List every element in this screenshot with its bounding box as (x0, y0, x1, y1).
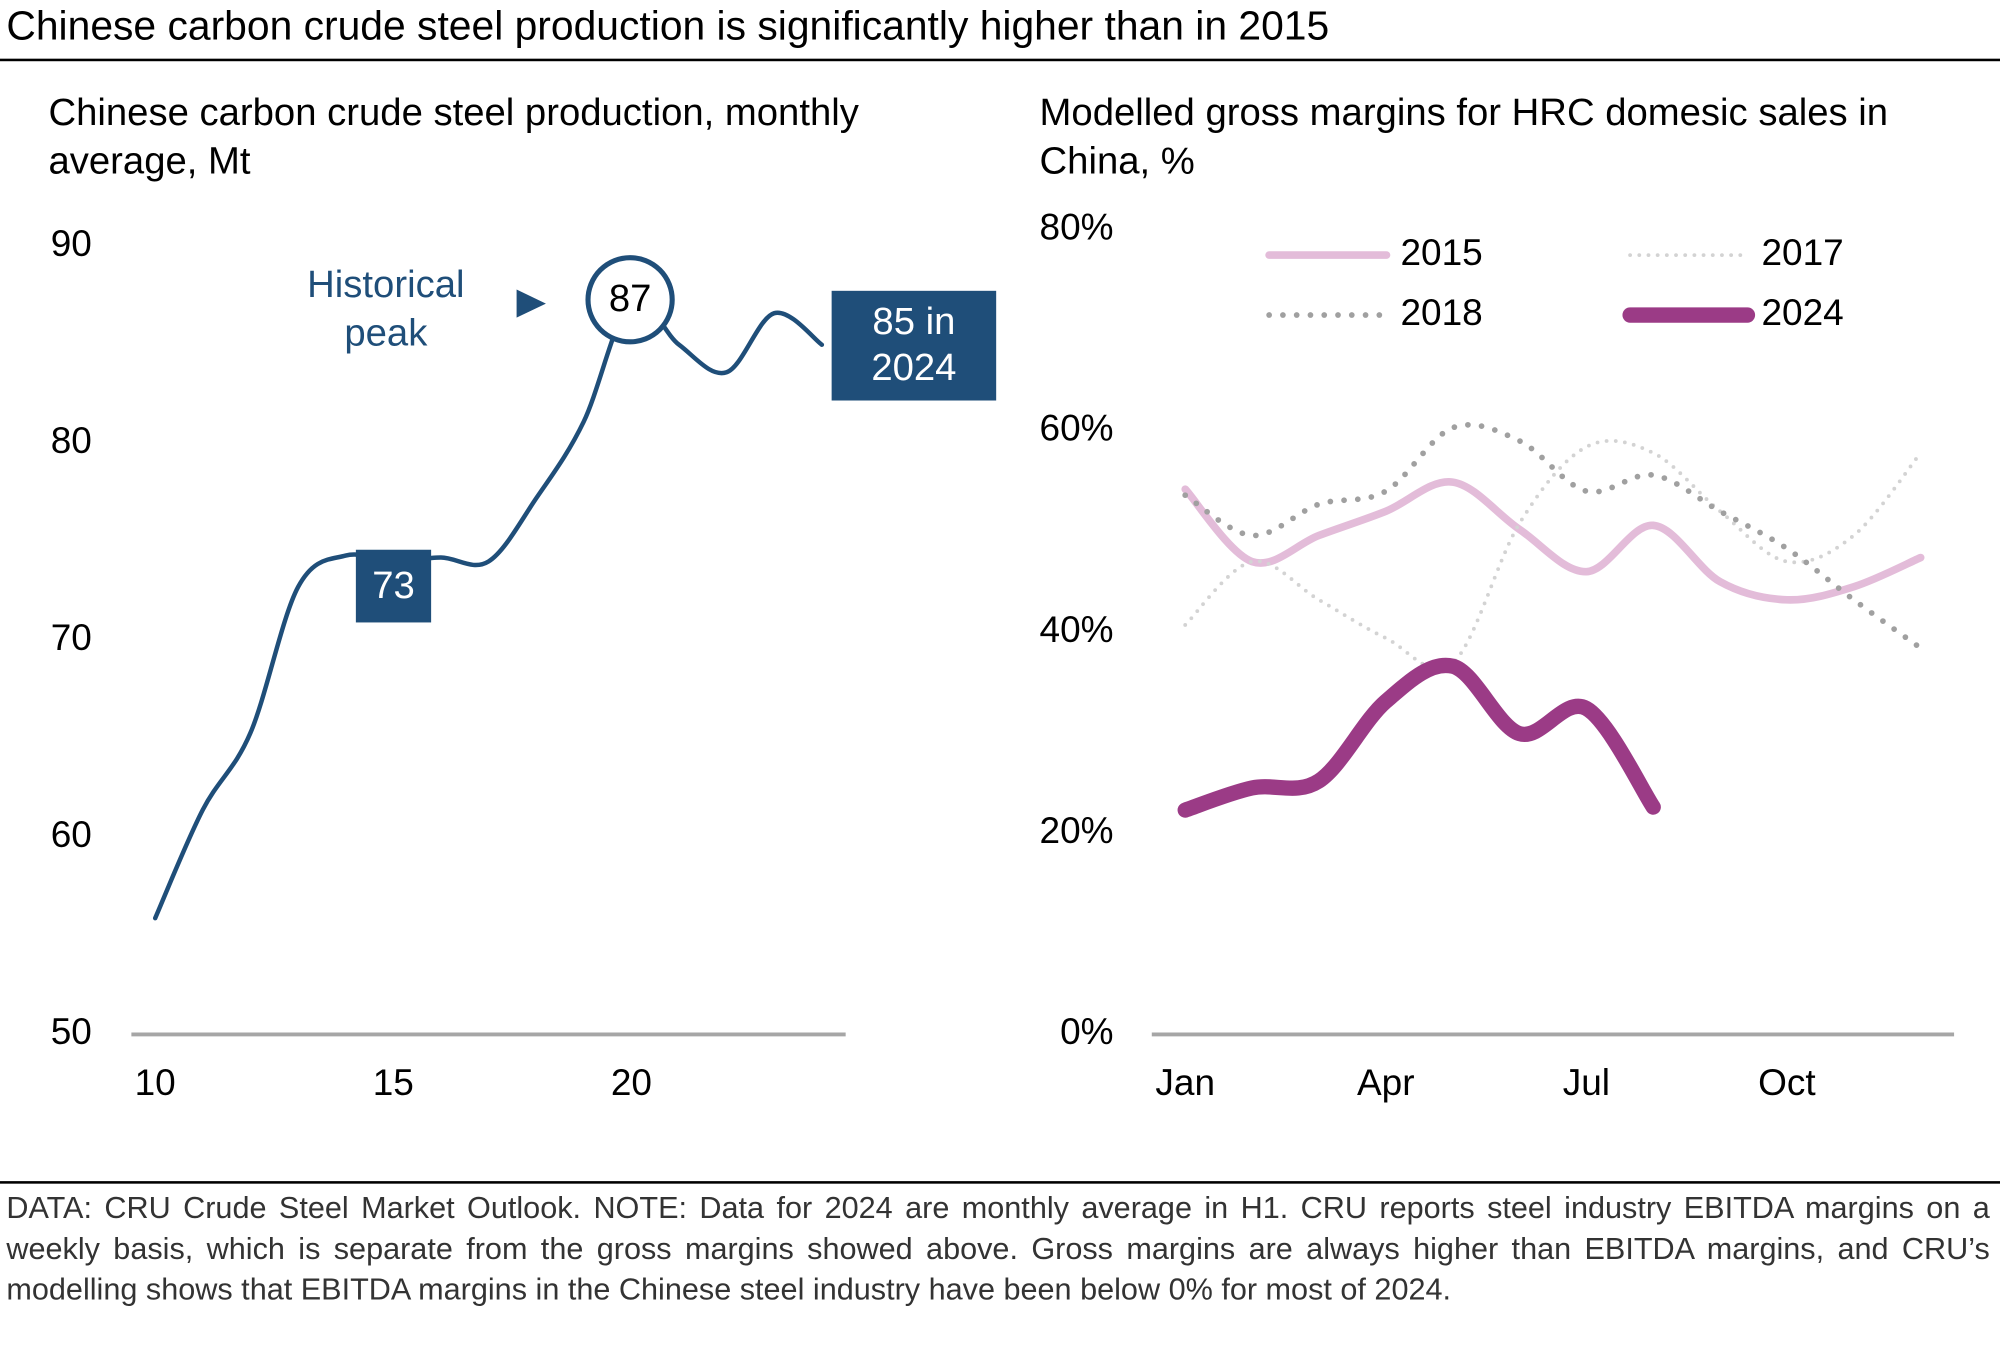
annotation: 73 (355, 549, 432, 623)
x-tick-label: Oct (1758, 1062, 1816, 1103)
x-tick-label: Jan (1155, 1062, 1215, 1103)
legend-label: 2024 (1761, 292, 1843, 333)
legend-label: 2015 (1401, 232, 1483, 273)
y-tick-label: 60% (1040, 408, 1114, 449)
y-tick-label: 60 (51, 814, 92, 855)
chart-title: Modelled gross margins for HRC domesic s… (1039, 91, 1889, 183)
annotation: 87 (585, 255, 675, 345)
title-rule (0, 58, 2000, 62)
y-tick-label: 40% (1040, 609, 1114, 650)
y-tick-label: 20% (1040, 810, 1114, 851)
footer-rule (0, 1181, 2000, 1184)
x-tick-label: 20 (611, 1062, 652, 1103)
y-tick-label: 80% (1040, 206, 1114, 247)
y-tick-label: 0% (1060, 1011, 1113, 1052)
line (152, 296, 825, 921)
line (1177, 657, 1661, 818)
legend-label: 2017 (1761, 232, 1843, 273)
y-tick-label: 80 (51, 420, 92, 461)
footnote: DATA: CRU Crude Steel Market Outlook. NO… (6, 1191, 1990, 1308)
line (1182, 421, 1924, 651)
annotation: Historical peak (307, 264, 465, 355)
x-tick-label: 10 (135, 1062, 176, 1103)
x-tick-label: Apr (1357, 1062, 1415, 1103)
annotation: 85 in 2024 (831, 290, 997, 401)
x-tick-label: Jul (1563, 1062, 1610, 1103)
chart-title: Chinese carbon crude steel production, m… (48, 91, 859, 183)
y-tick-label: 50 (51, 1011, 92, 1052)
page-title: Chinese carbon crude steel production is… (6, 2, 1330, 49)
line (1181, 478, 1925, 604)
y-tick-label: 90 (51, 223, 92, 264)
y-tick-label: 70 (51, 617, 92, 658)
legend-label: 2018 (1401, 292, 1483, 333)
x-tick-label: 15 (373, 1062, 414, 1103)
line (1183, 438, 1923, 671)
arrow (516, 289, 546, 318)
